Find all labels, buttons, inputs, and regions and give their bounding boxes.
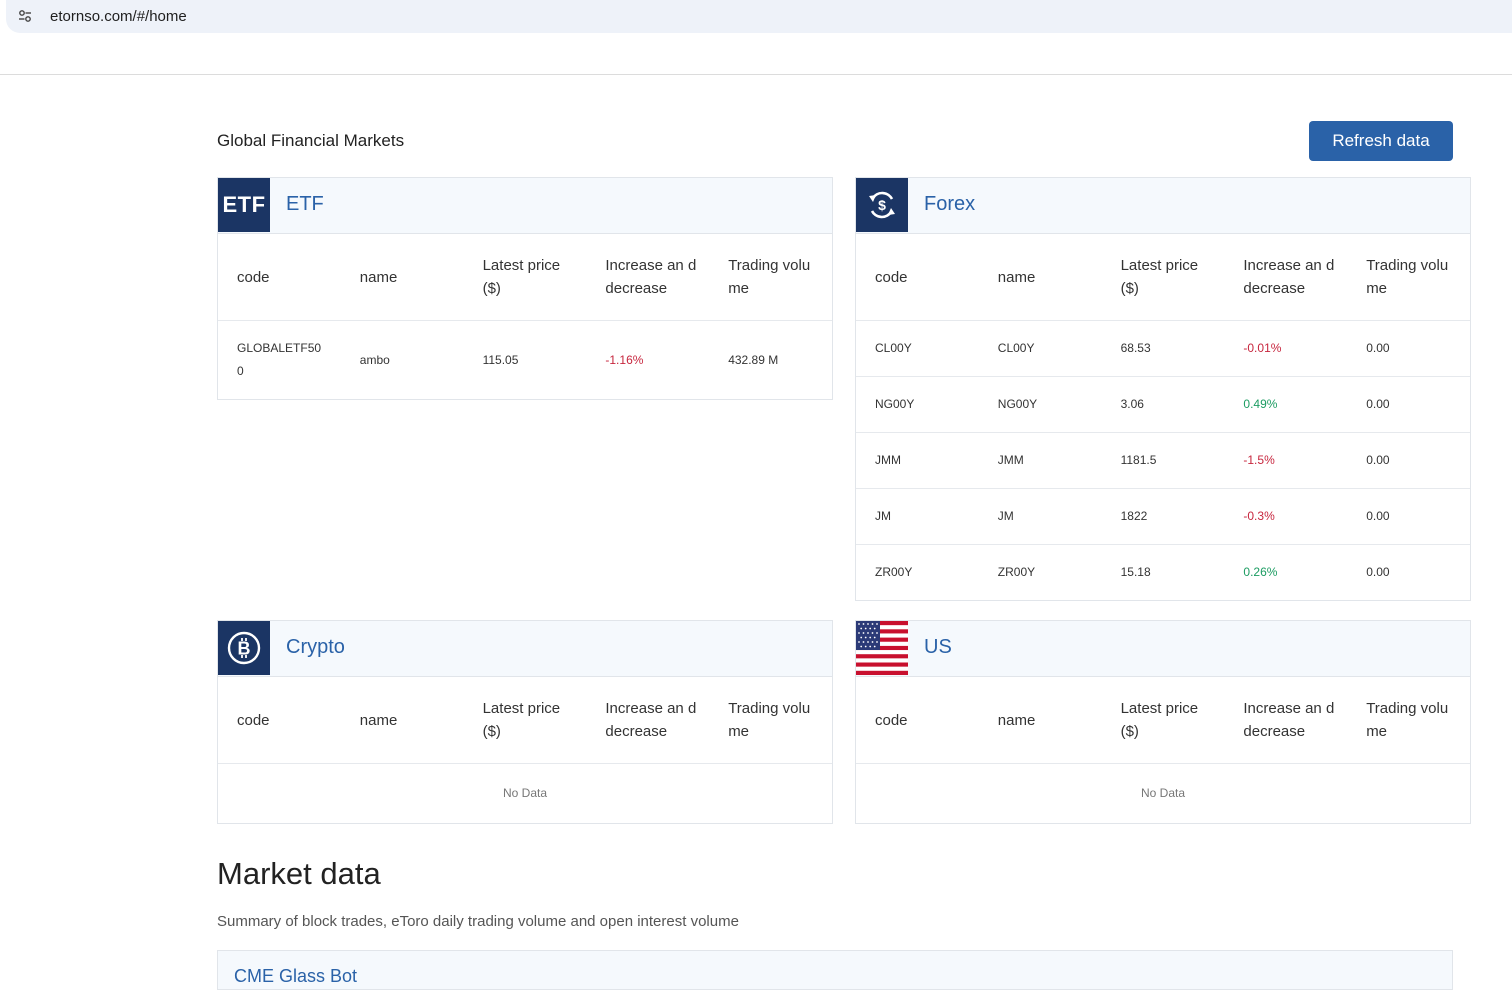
- cell-volume: 0.00: [1347, 320, 1470, 377]
- cell-name: ZR00Y: [997, 565, 1036, 579]
- col-code: code: [218, 677, 341, 764]
- cell-change: 0.49%: [1224, 376, 1348, 433]
- us-flag-icon: [856, 621, 908, 675]
- cell-code: CL00Y: [856, 320, 979, 377]
- etf-table: code name Latest price ($) Increase an d…: [218, 234, 832, 399]
- col-code: code: [856, 234, 979, 321]
- cell-code: JMM: [856, 432, 979, 489]
- etf-icon-text: ETF: [222, 192, 266, 217]
- cell-price: 68.53: [1101, 320, 1225, 377]
- cell-price: 15.18: [1120, 565, 1151, 579]
- col-volume: Trading volu me: [709, 677, 832, 764]
- cell-price: 1181.5: [1101, 432, 1225, 489]
- col-change: Increase an d decrease: [586, 234, 710, 321]
- col-change: Increase an d decrease: [586, 677, 710, 764]
- us-card-header: US: [856, 621, 1470, 677]
- col-code: code: [856, 677, 979, 764]
- header-divider: [0, 74, 1512, 75]
- svg-text:B: B: [238, 639, 251, 659]
- col-name: name: [340, 677, 464, 764]
- cell-name: NG00Y: [978, 376, 1102, 433]
- table-row[interactable]: JMM JMM 1181.5 -1.5% 0.00: [856, 432, 1470, 489]
- cell-change: 0.26%: [1243, 565, 1278, 579]
- etf-card: ETF ETF code name Latest price ($) Incre…: [217, 177, 833, 400]
- cell-volume: 0.00: [1347, 376, 1470, 433]
- market-data-subtitle: Summary of block trades, eToro daily tra…: [217, 913, 739, 930]
- empty-state: No Data: [1140, 786, 1186, 800]
- cell-change: -0.3%: [1224, 488, 1348, 545]
- forex-card-header: $ Forex: [856, 178, 1470, 234]
- cell-volume: 0.00: [1347, 488, 1470, 545]
- etf-icon: ETF: [218, 178, 270, 232]
- crypto-card: B Crypto code name Latest price ($) Incr…: [217, 620, 833, 824]
- page-title: Global Financial Markets: [217, 131, 405, 150]
- cme-card: CME Glass Bot: [217, 950, 1453, 990]
- us-table: code name Latest price ($) Increase an d…: [856, 677, 1470, 823]
- col-volume: Trading volu me: [709, 234, 832, 321]
- cell-name: CL00Y: [978, 320, 1102, 377]
- cell-volume: 432.89 M: [728, 352, 779, 367]
- table-row[interactable]: ZR00Y ZR00Y 15.18 0.26% 0.00: [856, 545, 1470, 601]
- table-row[interactable]: NG00Y NG00Y 3.06 0.49% 0.00: [856, 376, 1470, 433]
- browser-url-bar[interactable]: etornso.com/#/home: [6, 0, 1512, 33]
- cell-name: JM: [978, 488, 1102, 545]
- us-card: US code name Latest price ($) Increase a…: [855, 620, 1471, 824]
- cell-price: 1822: [1101, 488, 1225, 545]
- empty-state: No Data: [502, 786, 548, 800]
- etf-title[interactable]: ETF: [286, 193, 324, 215]
- cell-code: GLOBALETF50 0: [237, 341, 322, 378]
- cell-change: -1.5%: [1224, 432, 1348, 489]
- col-volume: Trading volu me: [1347, 677, 1470, 764]
- crypto-card-header: B Crypto: [218, 621, 832, 677]
- us-title[interactable]: US: [924, 636, 952, 658]
- cell-change: -1.16%: [605, 352, 644, 367]
- cell-price: 115.05: [482, 352, 519, 367]
- cell-volume: 0.00: [1347, 432, 1470, 489]
- forex-table: code name Latest price ($) Increase an d…: [856, 234, 1470, 600]
- etf-card-header: ETF ETF: [218, 178, 832, 234]
- cme-card-title[interactable]: CME Glass Bot: [234, 966, 358, 986]
- crypto-table: code name Latest price ($) Increase an d…: [218, 677, 832, 823]
- cell-name: JMM: [978, 432, 1102, 489]
- site-settings-icon[interactable]: [18, 9, 32, 23]
- col-price: Latest price ($): [463, 677, 587, 764]
- refresh-data-button[interactable]: Refresh data: [1309, 121, 1453, 161]
- col-change: Increase an d decrease: [1224, 234, 1348, 321]
- cell-name: ambo: [359, 352, 390, 367]
- cell-change: -0.01%: [1224, 320, 1348, 377]
- currency-exchange-icon: $: [856, 178, 908, 232]
- cell-volume: 0.00: [1366, 565, 1390, 579]
- cell-price: 3.06: [1101, 376, 1225, 433]
- table-row[interactable]: CL00Y CL00Y 68.53 -0.01% 0.00: [856, 320, 1470, 377]
- col-change: Increase an d decrease: [1224, 677, 1348, 764]
- forex-title[interactable]: Forex: [924, 193, 976, 215]
- cell-code: NG00Y: [856, 376, 979, 433]
- col-name: name: [978, 234, 1102, 321]
- forex-card: $ Forex code name Latest price ($) Incre…: [855, 177, 1471, 601]
- cell-code: JM: [856, 488, 979, 545]
- table-row[interactable]: GLOBALETF50 0 ambo 115.05 -1.16% 432.89 …: [218, 321, 832, 400]
- svg-text:$: $: [878, 197, 886, 213]
- col-code: code: [218, 234, 341, 321]
- col-volume: Trading volu me: [1347, 234, 1470, 321]
- url-text[interactable]: etornso.com/#/home: [50, 8, 187, 25]
- market-data-title: Market data: [217, 856, 381, 891]
- col-price: Latest price ($): [1101, 234, 1225, 321]
- col-price: Latest price ($): [463, 234, 587, 321]
- table-row[interactable]: JM JM 1822 -0.3% 0.00: [856, 488, 1470, 545]
- cell-code: ZR00Y: [875, 565, 913, 579]
- crypto-title[interactable]: Crypto: [286, 636, 345, 658]
- bitcoin-icon: B: [218, 621, 270, 675]
- col-name: name: [978, 677, 1102, 764]
- col-price: Latest price ($): [1101, 677, 1225, 764]
- col-name: name: [340, 234, 464, 321]
